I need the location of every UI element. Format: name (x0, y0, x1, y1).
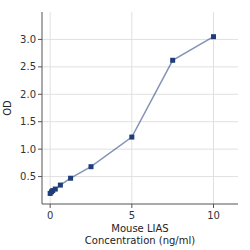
y-axis-line (42, 12, 43, 204)
tick-x (131, 204, 132, 208)
x-axis-label: Mouse LIAS (111, 223, 168, 234)
tick-label-y: 0.5 (20, 171, 36, 182)
tick-y (38, 149, 42, 150)
data-point (68, 176, 73, 181)
tick-label-y: 2.0 (20, 89, 36, 100)
tick-y (38, 121, 42, 122)
grid-line-x (213, 12, 214, 204)
tick-label-y: 2.5 (20, 61, 36, 72)
x-axis-line (42, 204, 238, 205)
tick-y (38, 176, 42, 177)
grid-line-x (50, 12, 51, 204)
plot-area (48, 34, 216, 196)
data-line (50, 37, 213, 194)
chart-container: 0 5 10 0.5 1.0 1.5 2.0 2.5 3.0 Mouse LIASConcentr… (0, 0, 250, 250)
tick-y (38, 66, 42, 67)
data-point (170, 58, 175, 63)
tick-x (213, 204, 214, 208)
data-point (58, 183, 63, 188)
data-point (211, 34, 216, 39)
tick-label-x: 0 (47, 210, 53, 221)
data-point (129, 135, 134, 140)
tick-y (38, 94, 42, 95)
tick-x (50, 204, 51, 208)
tick-label-y: 1.0 (20, 144, 36, 155)
tick-label-y: 3.0 (20, 34, 36, 45)
x-axis-label: Concentration (ng/ml) (85, 235, 195, 246)
grid (42, 12, 238, 204)
grid-line-y (42, 66, 238, 67)
grid-line-y (42, 149, 238, 150)
data-point (89, 164, 94, 169)
chart: 0 5 10 0.5 1.0 1.5 2.0 2.5 3.0 Mouse LIASConcentr… (0, 0, 250, 250)
data-point (53, 187, 58, 192)
grid-line-x (131, 12, 132, 204)
y-axis-label: OD (2, 100, 13, 116)
tick-label-y: 1.5 (20, 116, 36, 127)
grid-line-y (42, 94, 238, 95)
tick-y (38, 39, 42, 40)
tick-label-x: 5 (129, 210, 135, 221)
axes: 0 5 10 0.5 1.0 1.5 2.0 2.5 3.0 (20, 12, 238, 221)
tick-label-x: 10 (207, 210, 220, 221)
